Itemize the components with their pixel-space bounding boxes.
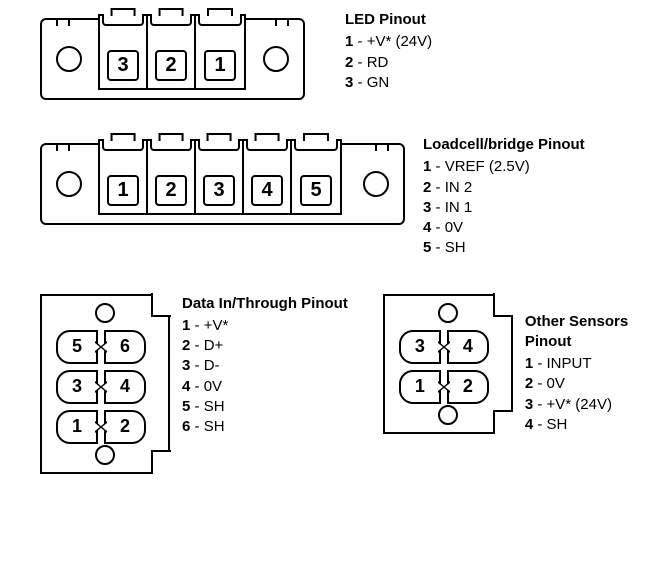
pin-number: 1 xyxy=(72,416,82,437)
loadcell-connector: 1 2 3 4 5 xyxy=(40,143,405,225)
data-pin: 6 xyxy=(104,330,146,364)
loadcell-terminal: 4 xyxy=(244,141,292,213)
pin-number: 2 xyxy=(155,175,186,206)
pin-number: 3 xyxy=(415,336,425,357)
legend-row: 1 - VREF (2.5V) xyxy=(423,157,585,177)
data-pin: 3 xyxy=(56,370,98,404)
data-pin: 4 xyxy=(104,370,146,404)
led-connector: 3 2 1 xyxy=(40,18,305,100)
legend-row: 2 - IN 2 xyxy=(423,178,585,198)
legend-row: 1 - +V* (24V) xyxy=(345,32,432,52)
screw-hole-icon xyxy=(56,171,82,197)
legend-row: 4 - SH xyxy=(525,415,635,435)
data-pin: 5 xyxy=(56,330,98,364)
pin-number: 1 xyxy=(107,175,138,206)
data-connector: 5 6 3 4 1 2 xyxy=(40,294,170,474)
screw-hole-icon xyxy=(438,303,458,323)
legend-title: Other Sensors Pinout xyxy=(525,312,635,353)
bottom-row: 5 6 3 4 1 2 Data In/Through Pinout 1 - +… xyxy=(10,294,651,474)
legend-row: 3 - +V* (24V) xyxy=(525,395,635,415)
data-pin: 1 xyxy=(56,410,98,444)
legend-row: 6 - SH xyxy=(182,417,348,437)
screw-hole-icon xyxy=(438,405,458,425)
other-pin: 2 xyxy=(447,370,489,404)
pin-number: 5 xyxy=(72,336,82,357)
pin-number: 4 xyxy=(120,376,130,397)
led-legend: LED Pinout 1 - +V* (24V) 2 - RD 3 - GN xyxy=(345,10,432,93)
other-pin: 1 xyxy=(399,370,441,404)
pin-number: 1 xyxy=(415,376,425,397)
legend-row: 4 - 0V xyxy=(423,218,585,238)
led-terminal: 2 xyxy=(148,16,196,88)
data-pin: 2 xyxy=(104,410,146,444)
legend-row: 1 - +V* xyxy=(182,316,348,336)
pin-number: 4 xyxy=(251,175,282,206)
legend-title: Data In/Through Pinout xyxy=(182,294,348,314)
legend-row: 3 - GN xyxy=(345,73,432,93)
loadcell-terminal: 2 xyxy=(148,141,196,213)
legend-title: Loadcell/bridge Pinout xyxy=(423,135,585,155)
screw-hole-icon xyxy=(95,445,115,465)
pin-number: 6 xyxy=(120,336,130,357)
pin-number: 1 xyxy=(204,50,235,81)
pin-number: 5 xyxy=(300,175,331,206)
legend-row: 2 - 0V xyxy=(525,374,635,394)
screw-hole-icon xyxy=(363,171,389,197)
legend-row: 3 - D- xyxy=(182,356,348,376)
legend-row: 5 - SH xyxy=(423,238,585,258)
legend-row: 4 - 0V xyxy=(182,377,348,397)
loadcell-terminal: 3 xyxy=(196,141,244,213)
other-legend: Other Sensors Pinout 1 - INPUT 2 - 0V 3 … xyxy=(525,312,635,436)
legend-row: 5 - SH xyxy=(182,397,348,417)
loadcell-terminal: 1 xyxy=(100,141,148,213)
pin-number: 3 xyxy=(203,175,234,206)
other-connector: 3 4 1 2 xyxy=(383,294,513,434)
pin-number: 2 xyxy=(463,376,473,397)
pin-number: 3 xyxy=(72,376,82,397)
led-terminal: 3 xyxy=(100,16,148,88)
pin-number: 3 xyxy=(107,50,138,81)
pin-number: 4 xyxy=(463,336,473,357)
screw-hole-icon xyxy=(263,46,289,72)
pin-number: 2 xyxy=(120,416,130,437)
other-pin: 3 xyxy=(399,330,441,364)
loadcell-terminal: 5 xyxy=(292,141,340,213)
legend-row: 3 - IN 1 xyxy=(423,198,585,218)
led-terminal: 1 xyxy=(196,16,244,88)
led-section: 3 2 1 LED Pinout 1 - +V* (24V) 2 - RD 3 … xyxy=(10,10,651,100)
legend-row: 2 - RD xyxy=(345,53,432,73)
screw-hole-icon xyxy=(56,46,82,72)
legend-row: 2 - D+ xyxy=(182,336,348,356)
screw-hole-icon xyxy=(95,303,115,323)
loadcell-legend: Loadcell/bridge Pinout 1 - VREF (2.5V) 2… xyxy=(423,135,585,259)
legend-row: 1 - INPUT xyxy=(525,354,635,374)
data-legend: Data In/Through Pinout 1 - +V* 2 - D+ 3 … xyxy=(182,294,348,438)
loadcell-section: 1 2 3 4 5 Loadcell/bridge Pinout 1 - VRE… xyxy=(10,135,651,259)
other-pin: 4 xyxy=(447,330,489,364)
pin-number: 2 xyxy=(155,50,186,81)
legend-title: LED Pinout xyxy=(345,10,432,30)
